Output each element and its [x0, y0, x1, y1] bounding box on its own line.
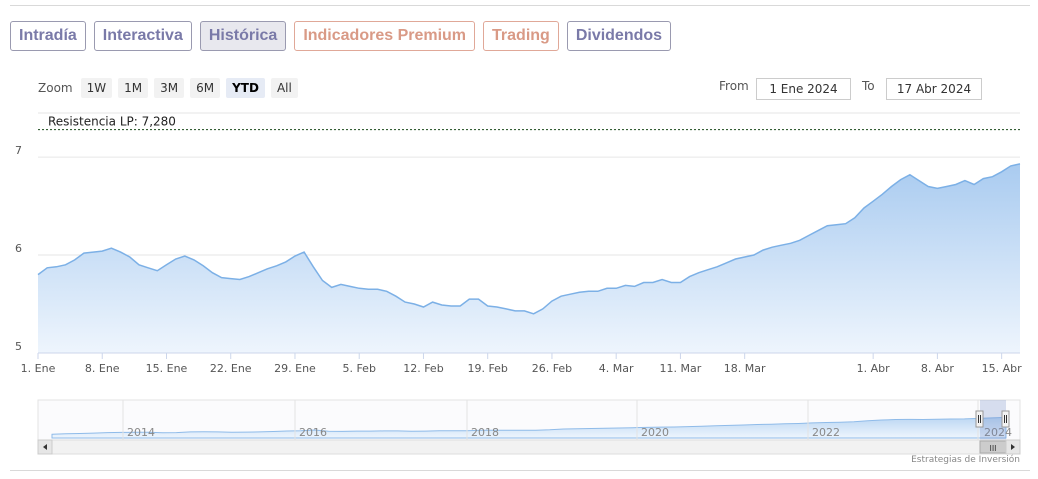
- zoom-6m-button[interactable]: 6M: [190, 78, 221, 98]
- zoom-all-button[interactable]: All: [270, 78, 298, 98]
- y-tick-label: 6: [15, 242, 22, 255]
- x-tick-label: 8. Ene: [85, 362, 120, 375]
- navigator-label: 2014: [127, 426, 155, 439]
- x-tick-label: 1. Ene: [21, 362, 56, 375]
- x-tick-label: 22. Ene: [210, 362, 252, 375]
- zoom-label: Zoom: [38, 81, 73, 95]
- scrollbar-grip-icon: III: [989, 444, 996, 453]
- tab-indicadores-premium[interactable]: Indicadores Premium: [294, 21, 476, 51]
- navigator-left-handle[interactable]: [975, 410, 984, 428]
- zoom-1w-button[interactable]: 1W: [80, 78, 113, 98]
- navigator-label: 2016: [299, 426, 327, 439]
- zoom-ytd-button[interactable]: YTD: [226, 78, 265, 98]
- price-area-fill: [38, 163, 1020, 353]
- x-tick-label: 26. Feb: [532, 362, 572, 375]
- bottom-divider: [10, 470, 1030, 471]
- navigator-label: 2022: [812, 426, 840, 439]
- y-tick-label: 5: [15, 340, 22, 353]
- navigator-label: 2020: [641, 426, 669, 439]
- range-to-label: To: [862, 79, 875, 93]
- scroll-right-arrow-icon: [1011, 444, 1015, 450]
- x-tick-label: 12. Feb: [403, 362, 443, 375]
- credit-label: Estrategias de Inversión: [911, 455, 1020, 465]
- zoom-1m-button[interactable]: 1M: [118, 78, 149, 98]
- tab-interactiva[interactable]: Interactiva: [93, 21, 192, 51]
- range-to-input[interactable]: 17 Abr 2024: [886, 78, 982, 100]
- x-tick-label: 11. Mar: [660, 362, 702, 375]
- zoom-bar: Zoom 1W 1M 3M 6M YTD All: [38, 78, 298, 98]
- navigator-series: [51, 416, 1007, 439]
- range-from-label: From: [719, 79, 749, 93]
- x-tick-label: 4. Mar: [599, 362, 634, 375]
- tab-intradia[interactable]: Intradía: [10, 21, 86, 51]
- range-from-input[interactable]: 1 Ene 2024: [756, 78, 851, 100]
- tab-trading[interactable]: Trading: [483, 21, 559, 51]
- resistance-label: Resistencia LP: 7,280: [48, 115, 176, 129]
- scrollbar-track[interactable]: [37, 439, 1021, 455]
- zoom-3m-button[interactable]: 3M: [154, 78, 185, 98]
- x-tick-label: 18. Mar: [724, 362, 766, 375]
- scroll-left-arrow-icon: [43, 444, 47, 450]
- x-tick-label: 15. Abr: [982, 362, 1022, 375]
- x-tick-label: 8. Abr: [921, 362, 954, 375]
- x-tick-label: 15. Ene: [146, 362, 188, 375]
- price-series-line: [37, 163, 1021, 315]
- x-tick-label: 5. Feb: [342, 362, 375, 375]
- navigator-right-handle[interactable]: [1001, 410, 1010, 428]
- tab-historica[interactable]: Histórica: [199, 21, 287, 51]
- x-tick-label: 19. Feb: [467, 362, 507, 375]
- y-tick-label: 7: [15, 144, 22, 157]
- tab-dividendos[interactable]: Dividendos: [566, 21, 672, 51]
- x-tick-label: 29. Ene: [274, 362, 316, 375]
- x-tick-label: 1. Abr: [857, 362, 890, 375]
- top-divider: [10, 5, 1030, 6]
- navigator-label: 2024: [984, 426, 1012, 439]
- navigator-label: 2018: [471, 426, 499, 439]
- chart-tabs: Intradía Interactiva Histórica Indicador…: [10, 21, 672, 51]
